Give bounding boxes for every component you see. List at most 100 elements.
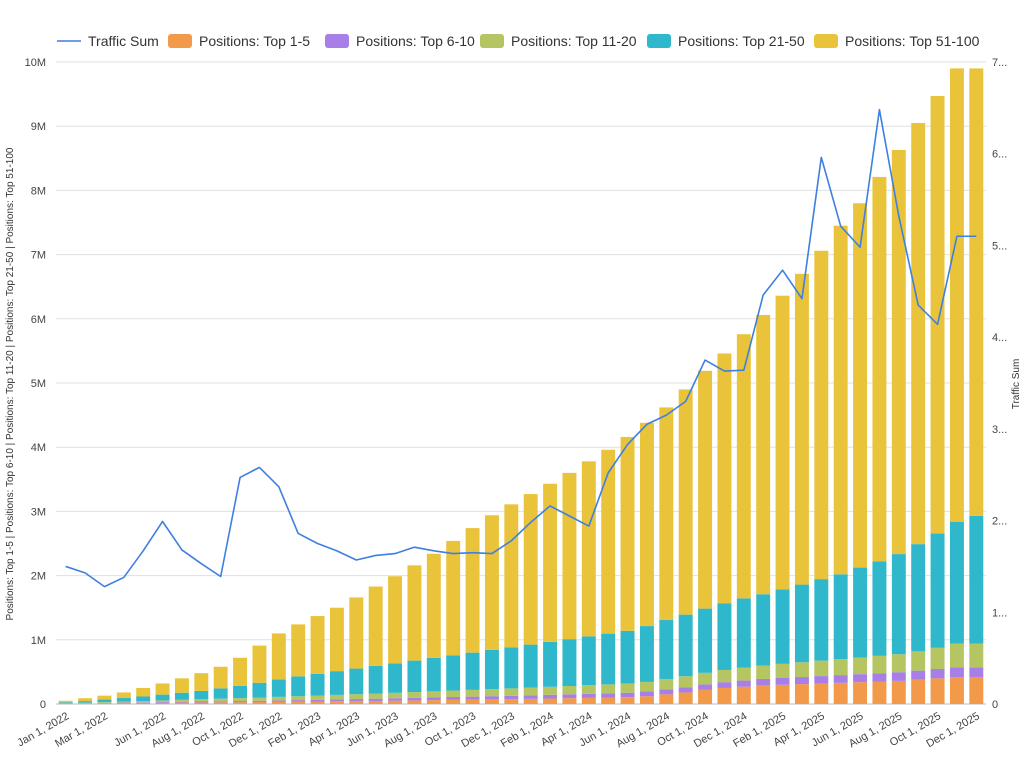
- bar-segment: [659, 694, 674, 704]
- legend[interactable]: Traffic Sum Positions: Top 1-5 Positions: …: [57, 33, 980, 49]
- bar-segment: [698, 689, 713, 704]
- bar-segment: [213, 688, 228, 699]
- bar-segment: [717, 682, 732, 688]
- bar-segment: [174, 701, 189, 703]
- bar-segment: [407, 692, 422, 698]
- bar-segment: [484, 699, 499, 704]
- bar-segment: [930, 669, 945, 679]
- bar-segment: [659, 620, 674, 680]
- bar-segment: [891, 654, 906, 673]
- bar-segment: [523, 644, 538, 688]
- bar-segment: [930, 96, 945, 534]
- bar-segment: [310, 695, 325, 700]
- bar-segment: [833, 225, 848, 575]
- bar-segment: [562, 694, 577, 699]
- bar-segment: [329, 699, 344, 702]
- bar-segment: [233, 702, 248, 704]
- bar-segment: [639, 696, 654, 704]
- bar-segment: [252, 682, 267, 698]
- bar-segment: [698, 684, 713, 690]
- bar-segment: [581, 693, 596, 698]
- bar-segment: [581, 697, 596, 704]
- bar-segment: [911, 679, 926, 704]
- bar-segment: [116, 698, 131, 702]
- bar-segment: [911, 122, 926, 545]
- bar-segment: [717, 603, 732, 670]
- bar-segment: [97, 695, 112, 700]
- bar-segment: [174, 699, 189, 702]
- bar-segment: [736, 667, 751, 681]
- y-axis-title: Positions: Top 1-5 | Positions: Top 6-10…: [5, 147, 16, 620]
- bar-segment: [930, 678, 945, 704]
- bar-segment: [736, 334, 751, 599]
- bar-segment: [639, 626, 654, 682]
- bar-segment: [136, 696, 151, 701]
- bar-segment: [756, 314, 771, 595]
- bar-segment: [271, 700, 286, 702]
- bar-segment: [601, 693, 616, 698]
- y-axis-left: 0 1M 2M 3M 4M 5M 6M 7M 8M 9M 10M: [25, 57, 46, 711]
- bar-segment: [388, 663, 403, 693]
- bar-segment: [969, 643, 984, 668]
- bar-segment: [194, 673, 209, 691]
- bar-segment: [368, 698, 383, 701]
- bar-segment: [523, 687, 538, 696]
- legend-item-traffic-sum[interactable]: Traffic Sum: [57, 33, 159, 49]
- bar-segment: [523, 695, 538, 699]
- legend-item[interactable]: Positions: Top 11-20: [480, 33, 637, 49]
- bar-segment: [678, 692, 693, 704]
- bar-segment: [639, 422, 654, 627]
- bar-segment: [504, 699, 519, 704]
- legend-swatch: [647, 34, 671, 48]
- bar-segment: [136, 700, 151, 703]
- bar-segment: [155, 702, 170, 704]
- bar-segment: [155, 694, 170, 701]
- y-axis-right: 0 1... 2... 3... 4... 5... 6... 7...: [992, 57, 1007, 711]
- y2-tick-label: 7...: [992, 57, 1007, 69]
- bar-segment: [853, 657, 868, 675]
- bar-segment: [833, 574, 848, 660]
- bar-segment: [911, 670, 926, 680]
- legend-item[interactable]: Positions: Top 1-5: [168, 33, 310, 49]
- bar-segment: [833, 675, 848, 683]
- bar-segment: [271, 696, 286, 701]
- bar-segment: [620, 630, 635, 684]
- legend-swatch: [168, 34, 192, 48]
- legend-item[interactable]: Positions: Top 6-10: [325, 33, 475, 49]
- y-tick-label: 1M: [31, 635, 46, 647]
- bar-segment: [969, 515, 984, 644]
- bar-segment: [930, 647, 945, 670]
- bar-segment: [853, 682, 868, 704]
- bar-segment: [833, 682, 848, 704]
- legend-item[interactable]: Positions: Top 51-100: [814, 33, 980, 49]
- bar-segment: [717, 353, 732, 604]
- bar-segment: [969, 68, 984, 516]
- bar-segment: [465, 696, 480, 700]
- bar-segment: [407, 565, 422, 661]
- bar-segment: [562, 472, 577, 640]
- legend-label: Traffic Sum: [88, 33, 159, 49]
- bar-segment: [620, 697, 635, 704]
- bar-segment: [388, 700, 403, 704]
- bar-segment: [891, 149, 906, 555]
- bar-segment: [543, 483, 558, 642]
- bar-segment: [872, 176, 887, 562]
- legend-item[interactable]: Positions: Top 21-50: [647, 33, 805, 49]
- legend-label: Positions: Top 21-50: [678, 33, 805, 49]
- bar-segment: [639, 681, 654, 692]
- bar-segment: [194, 699, 209, 702]
- bar-segment: [174, 678, 189, 693]
- bar-segment: [446, 655, 461, 691]
- legend-swatch: [814, 34, 838, 48]
- bar-segment: [949, 677, 964, 704]
- bar-segment: [756, 594, 771, 666]
- bar-segment: [853, 567, 868, 658]
- y2-tick-label: 0: [992, 699, 998, 711]
- y2-tick-label: 5...: [992, 240, 1007, 252]
- bar-segment: [659, 407, 674, 621]
- bar-segment: [794, 662, 809, 678]
- bar-segment: [949, 667, 964, 678]
- bar-segment: [891, 680, 906, 704]
